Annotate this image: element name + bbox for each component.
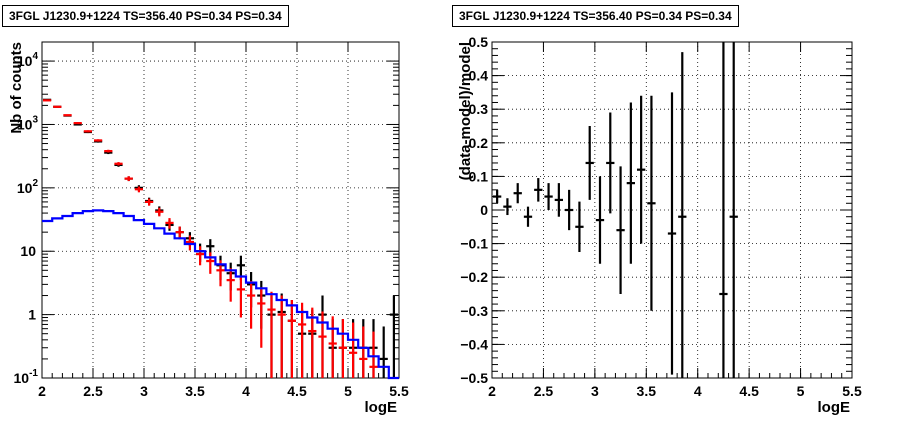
x-tick-label: 3 [591, 383, 599, 399]
x-tick-label: 2.5 [83, 383, 103, 399]
y-tick-label: −0.1 [460, 236, 488, 252]
y-tick-label: 0.2 [469, 135, 489, 151]
y-tick-label: −0.2 [460, 269, 488, 285]
x-tick-label: 3.5 [185, 383, 205, 399]
y-tick-label: 0.5 [469, 34, 489, 50]
y-tick-label: 10-1 [14, 368, 39, 386]
y-tick-label: −0.5 [460, 370, 488, 386]
left-plot-counts: 2 2.5 3 3.5 4 4.5 5 5.5 10-1 1 10 102 103 104 [14, 41, 409, 399]
y-tick-label: 1 [28, 307, 36, 323]
right-panel-title: 3FGL J1230.9+1224 TS=356.40 PS=0.34 PS=0… [452, 5, 739, 27]
x-tick-label: 2 [38, 383, 46, 399]
y-tick-label: −0.4 [460, 336, 488, 352]
left-panel-title: 3FGL J1230.9+1224 TS=356.40 PS=0.34 PS=0… [2, 5, 289, 27]
x-tick-label: 3.5 [637, 383, 657, 399]
y-tick-label: 0.1 [469, 168, 489, 184]
y-tick-label: 104 [17, 51, 39, 69]
y-tick-label: 103 [17, 114, 39, 132]
right-x-axis-label: logE [818, 399, 851, 416]
right-y-axis-label: (data-model)/model [457, 42, 474, 180]
model-step-line [42, 209, 399, 380]
x-tick-label: 5 [797, 383, 805, 399]
y-tick-label: 102 [17, 178, 39, 196]
x-tick-label: 4 [694, 383, 702, 399]
left-y-axis-label: Nb of counts [8, 42, 25, 134]
x-tick-label: 5.5 [842, 383, 862, 399]
x-tick-label: 4.5 [739, 383, 759, 399]
y-tick-label: 0 [480, 202, 488, 218]
x-tick-label: 2.5 [534, 383, 554, 399]
x-tick-label: 4 [242, 383, 250, 399]
left-x-axis-label: logE [365, 399, 398, 416]
right-plot-residuals: 2 2.5 3 3.5 4 4.5 5 5.5 −0.5 −0.4 −0.3 −0.2 −0.1 0 0.1… [460, 34, 862, 399]
x-tick-label: 2 [488, 383, 496, 399]
x-tick-label: 5.5 [389, 383, 409, 399]
y-tick-label: 0.4 [469, 68, 489, 84]
x-tick-label: 4.5 [287, 383, 307, 399]
x-tick-label: 3 [140, 383, 148, 399]
y-tick-label: 10 [20, 243, 36, 259]
y-tick-label: 0.3 [469, 101, 489, 117]
x-tick-label: 5 [344, 383, 352, 399]
y-tick-label: −0.3 [460, 303, 488, 319]
